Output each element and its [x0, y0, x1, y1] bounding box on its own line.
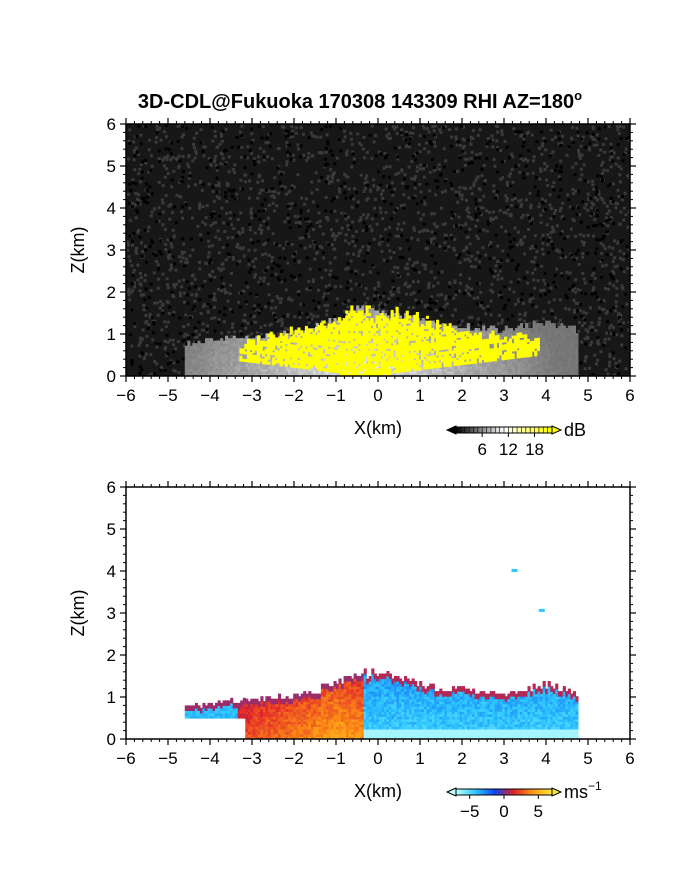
x-tick-label: −4	[200, 749, 219, 768]
x-tick-label: 1	[415, 749, 424, 768]
chart-title-superscript: o	[574, 88, 582, 103]
chart-title-main: 3D-CDL@Fukuoka 170308 143309 RHI AZ=180	[138, 91, 574, 113]
intensity-y-axis-label: Z(km)	[68, 227, 88, 274]
velocity-colorbar-unit: ms−1	[564, 779, 602, 802]
intensity-colorbar-unit-base: dB	[564, 420, 586, 440]
x-tick-label: 6	[625, 749, 634, 768]
velocity-panel: −6 −5 −4 −3 −2 −1 0 1 2 3 4 5 6 0 1 2 3 4 5 6 X(km) Z(km) −…	[68, 478, 636, 821]
colorbar-tick-label: −5	[460, 802, 479, 821]
y-tick-label: 4	[107, 199, 116, 218]
colorbar-high-extend	[551, 425, 563, 435]
x-tick-label: −1	[326, 386, 345, 405]
x-tick-label: 0	[373, 749, 382, 768]
x-tick-label: 6	[625, 386, 634, 405]
x-tick-label: −2	[284, 386, 303, 405]
y-tick-label: 2	[107, 283, 116, 302]
velocity-colorbar-unit-base: ms	[564, 782, 588, 802]
intensity-field	[126, 124, 630, 376]
velocity-x-axis-label: X(km)	[354, 781, 402, 801]
y-tick-label: 0	[107, 730, 116, 749]
chart-title: 3D-CDL@Fukuoka 170308 143309 RHI AZ=180o	[138, 88, 582, 113]
colorbar-tick-label: 12	[499, 440, 518, 459]
x-tick-label: 1	[415, 386, 424, 405]
velocity-plot-area	[184, 569, 579, 739]
colorbar-tick-label: 0	[499, 802, 508, 821]
isolated-echo-1	[538, 608, 545, 612]
x-tick-label: −1	[326, 749, 345, 768]
x-tick-label: 2	[457, 386, 466, 405]
x-tick-label: −3	[242, 749, 261, 768]
x-tick-label: −6	[116, 749, 135, 768]
y-tick-label: 1	[107, 325, 116, 344]
intensity-plot-area	[126, 124, 630, 376]
intensity-colorbar-unit: dB	[564, 420, 586, 440]
velocity-y-axis-label: Z(km)	[68, 590, 88, 637]
x-tick-label: 2	[457, 749, 466, 768]
y-tick-label: 5	[107, 520, 116, 539]
x-tick-label: −5	[158, 386, 177, 405]
y-tick-label: 4	[107, 562, 116, 581]
y-tick-label: 2	[107, 646, 116, 665]
x-tick-label: 5	[583, 386, 592, 405]
noise-speckle	[126, 124, 630, 376]
velocity-field	[184, 569, 579, 739]
y-tick-label: 6	[107, 115, 116, 134]
colorbar-tick-label: 6	[477, 440, 486, 459]
intensity-colorbar: 6 12 18	[445, 425, 563, 459]
colorbar-tick-label: 18	[525, 440, 544, 459]
colorbar-low-extend	[445, 425, 457, 435]
y-tick-label: 6	[107, 478, 116, 497]
x-tick-label: 3	[499, 749, 508, 768]
x-tick-label: −4	[200, 386, 219, 405]
intensity-x-axis-label: X(km)	[354, 418, 402, 438]
x-tick-label: −6	[116, 386, 135, 405]
x-tick-label: 3	[499, 386, 508, 405]
velocity-colorbar-unit-superscript: −1	[588, 779, 602, 793]
colorbar-tick-label: 5	[534, 802, 543, 821]
x-tick-label: −3	[242, 386, 261, 405]
x-tick-label: 4	[541, 749, 550, 768]
isolated-echo-0	[511, 569, 518, 572]
y-tick-label: 3	[107, 604, 116, 623]
intensity-axes: −6 −5 −4 −3 −2 −1 0 1 2 3 4 5 6 0 1 2 3 4 5 6	[107, 115, 636, 405]
x-tick-label: 4	[541, 386, 550, 405]
colorbar-ramp	[455, 788, 553, 796]
y-tick-label: 3	[107, 241, 116, 260]
x-tick-label: 0	[373, 386, 382, 405]
x-tick-label: −2	[284, 749, 303, 768]
colorbar-low-extend	[445, 787, 457, 797]
velocity-colorbar: −5 0 5	[445, 787, 563, 821]
x-tick-label: −5	[158, 749, 177, 768]
colorbar-high-extend	[551, 787, 563, 797]
y-tick-label: 5	[107, 157, 116, 176]
x-tick-label: 5	[583, 749, 592, 768]
velocity-axes: −6 −5 −4 −3 −2 −1 0 1 2 3 4 5 6 0 1 2 3 4 5 6	[107, 478, 636, 768]
y-tick-label: 1	[107, 688, 116, 707]
y-tick-label: 0	[107, 367, 116, 386]
